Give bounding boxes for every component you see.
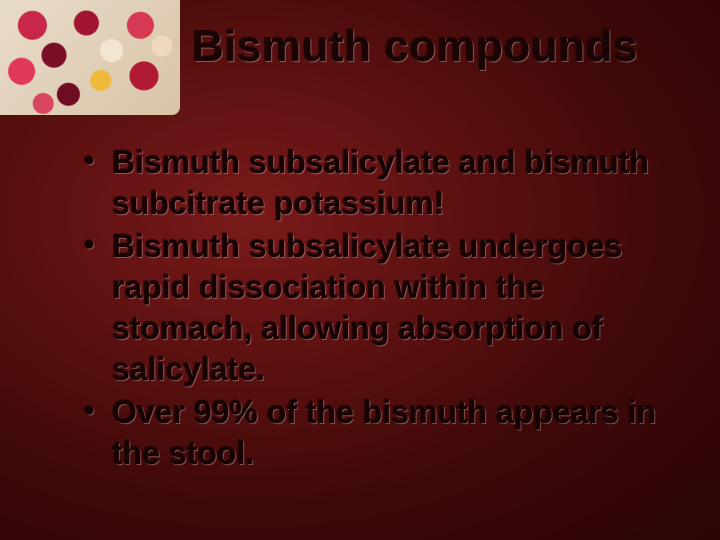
bullet-item: Bismuth subsalicylate and bismuth subcit… [80, 142, 660, 224]
bullet-item: Bismuth subsalicylate undergoes rapid di… [80, 226, 660, 390]
bullet-list: Bismuth subsalicylate and bismuth subcit… [80, 142, 660, 476]
bullet-item: Over 99% of the bismuth appears in the s… [80, 392, 660, 474]
slide-title: Bismuth compounds [150, 22, 680, 72]
slide: Bismuth compounds Bismuth subsalicylate … [0, 0, 720, 540]
